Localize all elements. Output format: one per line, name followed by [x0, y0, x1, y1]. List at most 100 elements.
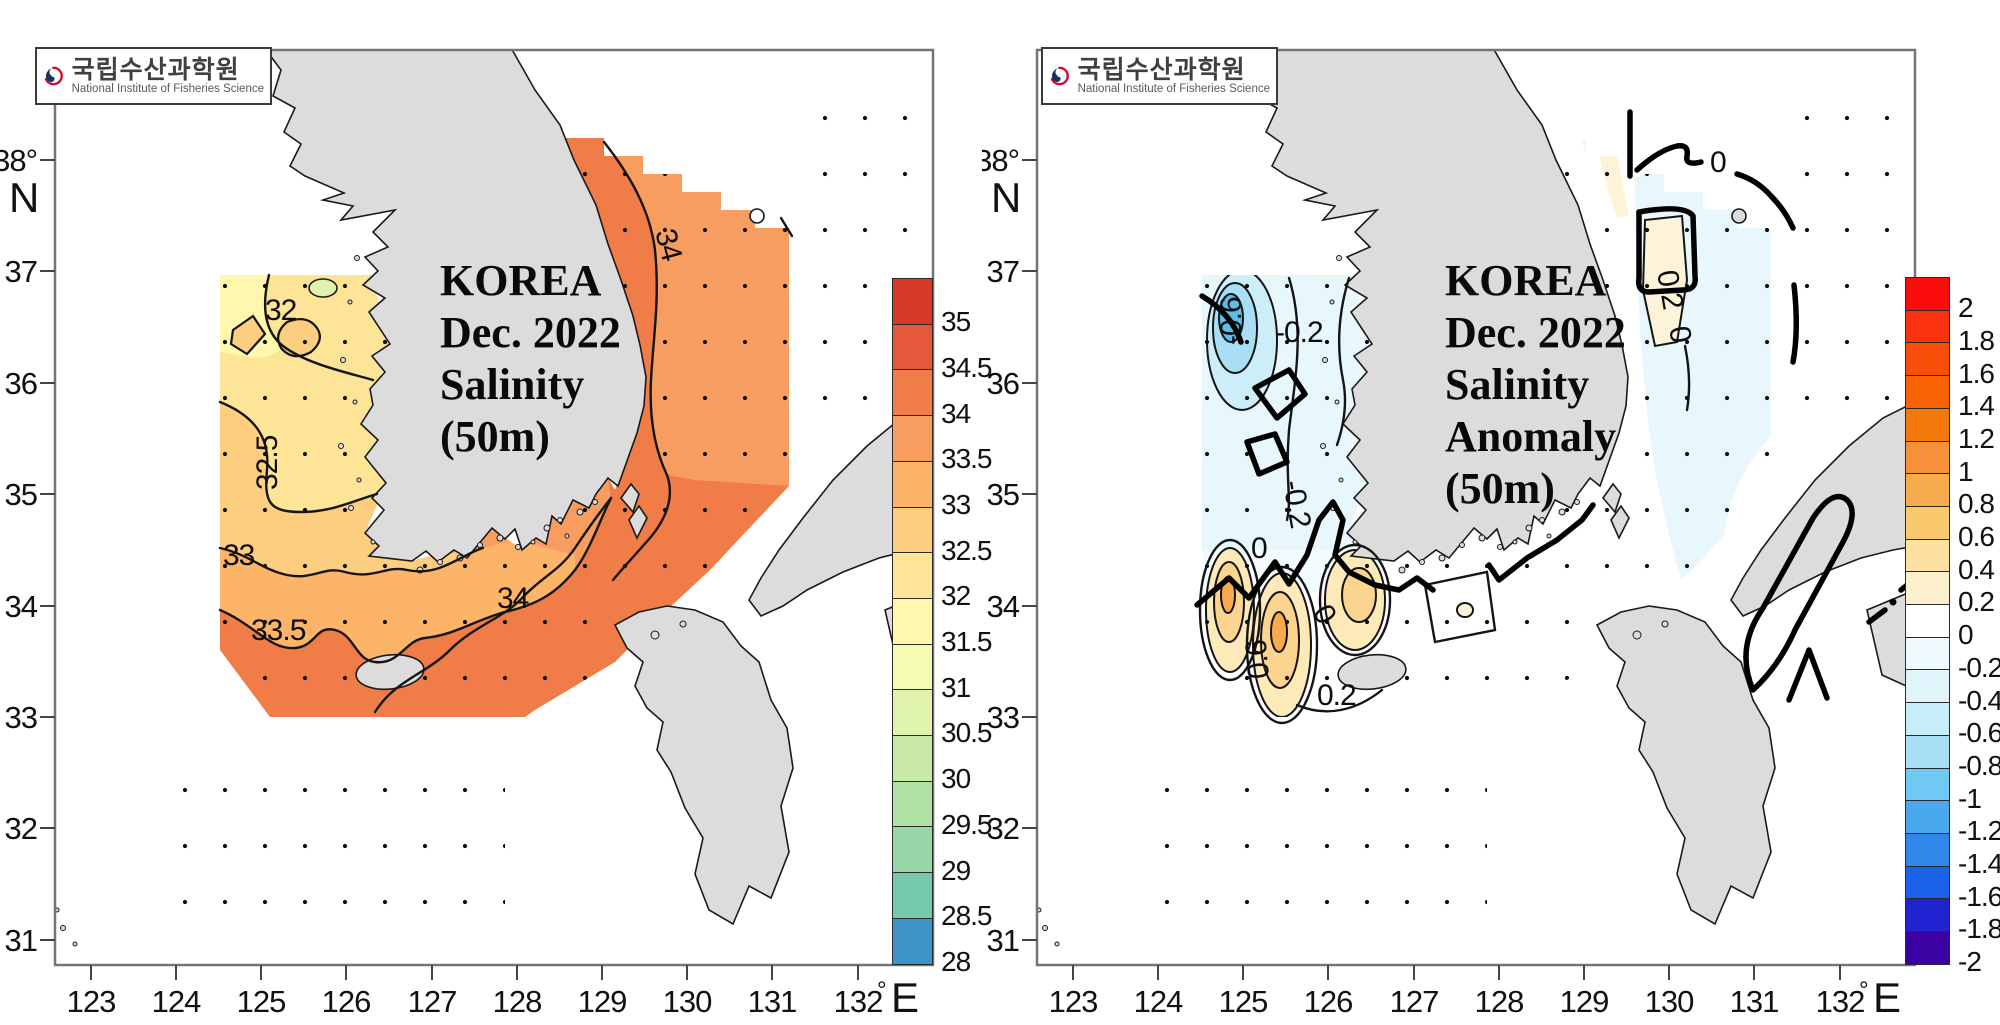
x-tick-label: 132: [834, 984, 883, 1019]
y-tick-label: 37: [987, 254, 1019, 289]
colorbar-segment: -1.4: [1905, 832, 2000, 879]
colorbar-label: 1.4: [1958, 390, 1995, 422]
ulleungdo-island: [1731, 208, 1747, 224]
colorbar-segment: 2: [1905, 277, 1974, 323]
contour-label: 0: [1710, 146, 1726, 179]
colorbar-segment: 33: [892, 460, 971, 520]
salinity-panel: KOREA Dec. 2022 Salinity (50m) 32 32.5 3…: [0, 48, 935, 1021]
x-axis: 123 124 125 126 127 128 129 130 131 132 …: [1049, 965, 1901, 1021]
x-tick-label: 129: [578, 984, 627, 1019]
contour-labels: -0.6 -0.2 -0.2 0 0.6 0 0.2 0 0.2 0: [1215, 146, 1727, 712]
nifs-emblem-icon: [1050, 66, 1069, 86]
contour-label: -0.6: [1215, 297, 1248, 345]
nifs-name-korean: 국립수산과학원: [71, 55, 240, 84]
title-line: (50m): [440, 412, 550, 461]
colorbar-segment: 28: [892, 917, 971, 977]
contour-label: 33: [223, 539, 255, 572]
colorbar-segment: 33.5: [892, 415, 992, 474]
y-tick-label: 35: [5, 477, 37, 512]
colorbar-label: -0.2: [1958, 651, 2000, 683]
y-tick-label: 34: [5, 589, 38, 624]
x-tick-label: 128: [493, 984, 542, 1019]
station-dots: [175, 110, 909, 920]
colorbar-label: 33.5: [941, 443, 992, 475]
colorbar-segment: 28.5: [892, 872, 992, 931]
colorbar-label: 1.8: [1958, 324, 1995, 356]
colorbar-label: 1.6: [1958, 357, 1995, 389]
colorbar-segment: -1: [1905, 767, 1982, 814]
colorbar-segment: 32: [892, 552, 971, 611]
contour-label: 33.5: [251, 614, 306, 647]
colorbar-label: 30.5: [941, 717, 992, 749]
y-tick-label: 34: [987, 589, 1020, 624]
y-axis-unit: N: [9, 174, 39, 221]
colorbar-segment: 0.4: [1905, 538, 1995, 585]
title-line: Anomaly: [1445, 412, 1616, 461]
y-tick-label: 31: [5, 923, 37, 958]
y-tick-label: 36: [987, 366, 1019, 401]
colorbar-segment: -1.8: [1905, 898, 2000, 944]
y-tick-label: 31: [987, 923, 1019, 958]
colorbar-label: 29: [941, 854, 971, 886]
colorbar-segment: -0.6: [1905, 702, 2000, 748]
x-axis-unit: E: [891, 974, 919, 1020]
contour-label: 0: [1662, 323, 1697, 344]
x-tick-label: 130: [1645, 984, 1694, 1019]
colorbar-segment: 34: [892, 369, 971, 429]
x-tick-label: 123: [67, 984, 116, 1019]
station-dots: [1157, 110, 1891, 920]
colorbar-label: 34.5: [941, 351, 992, 383]
colorbar-segment: 30.5: [892, 689, 992, 748]
colorbar-segment: 31.5: [892, 597, 992, 657]
contour-label: 34: [497, 582, 529, 615]
colorbar-label: -1.8: [1958, 913, 2000, 945]
y-tick-label: 35: [987, 477, 1019, 512]
colorbar-segment: 1.8: [1905, 309, 1995, 356]
salinity-map-svg: KOREA Dec. 2022 Salinity (50m) 32 32.5 3…: [0, 48, 935, 1021]
title-line: Dec. 2022: [1445, 308, 1626, 357]
colorbar-segment: 0.2: [1905, 571, 1995, 617]
colorbar-segment: 34.5: [892, 323, 992, 383]
x-tick-label: 131: [1730, 984, 1779, 1019]
title-line: KOREA: [440, 256, 602, 305]
x-tick-label: 125: [1219, 984, 1268, 1019]
y-tick-label: 37: [5, 254, 37, 289]
x-tick-label: 124: [1134, 984, 1183, 1019]
colorbar-label: -0.8: [1958, 749, 2000, 781]
map-title: KOREA Dec. 2022 Salinity (50m): [440, 256, 621, 461]
colorbar-label: 28: [941, 945, 971, 977]
title-line: Salinity: [1445, 360, 1589, 409]
colorbar-label: 0.8: [1958, 488, 1995, 520]
colorbar-label: -0.4: [1958, 684, 2000, 716]
x-axis: 123 124 125 126 127 128 129 130 131 132 …: [67, 965, 919, 1021]
salinity-colorbar: 35 34.5 34 33.5 33 32.5 32 31.5 31 30.5 …: [892, 278, 992, 977]
nifs-logo: 국립수산과학원 National Institute of Fisheries …: [1041, 47, 1278, 105]
colorbar-segment: -2: [1905, 931, 1982, 977]
colorbar-label: 0.6: [1958, 521, 1995, 553]
colorbar-label: -1.4: [1958, 848, 2000, 880]
y-axis: 38° N 37 36 35 34 33 32 31: [975, 143, 1037, 958]
colorbar-label: 33: [941, 488, 971, 520]
ulleungdo-island: [749, 208, 765, 224]
x-tick-label: 129: [1560, 984, 1609, 1019]
colorbar-segment: 29: [892, 826, 971, 886]
colorbar-label: 1: [1958, 455, 1974, 487]
y-tick-label: 38°: [0, 143, 37, 178]
colorbar-segment: 31: [892, 643, 971, 703]
colorbar-segment: 0.8: [1905, 473, 1995, 519]
x-tick-label: 124: [152, 984, 201, 1019]
x-axis-degree: °: [1859, 977, 1869, 1004]
colorbar-label: -1.2: [1958, 815, 2000, 847]
colorbar-label: 29.5: [941, 808, 992, 840]
x-axis-unit: E: [1873, 974, 1901, 1020]
colorbar-label: 28.5: [941, 900, 992, 932]
colorbar-segment: 1.2: [1905, 407, 1995, 454]
colorbar-label: 34: [941, 397, 971, 429]
x-tick-label: 130: [663, 984, 712, 1019]
colorbar-segment: 30: [892, 735, 971, 794]
anomaly-panel: KOREA Dec. 2022 Salinity Anomaly (50m) -…: [975, 0, 1982, 1025]
colorbar-segment: 1.6: [1905, 342, 1995, 389]
y-axis: 38° N 37 36 35 34 33 32 31: [0, 143, 55, 958]
x-tick-label: 126: [322, 984, 371, 1019]
nifs-name-english: National Institute of Fisheries Science: [1077, 83, 1270, 96]
